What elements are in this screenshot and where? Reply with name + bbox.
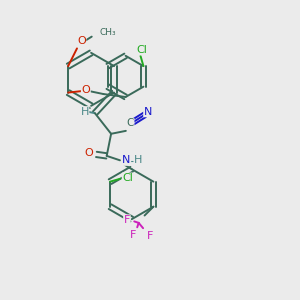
Text: O: O (77, 36, 86, 46)
Text: Cl: Cl (122, 173, 133, 183)
Text: O: O (82, 85, 90, 94)
Text: N: N (122, 155, 130, 165)
Text: H: H (134, 155, 142, 165)
Text: Cl: Cl (136, 45, 147, 55)
Text: F: F (130, 230, 136, 240)
Text: O: O (85, 148, 93, 158)
Text: F: F (147, 230, 154, 241)
Text: F: F (124, 215, 130, 225)
Text: CH₃: CH₃ (99, 28, 116, 37)
Text: H: H (80, 107, 89, 117)
Text: C: C (127, 118, 134, 128)
Text: N: N (144, 107, 152, 117)
